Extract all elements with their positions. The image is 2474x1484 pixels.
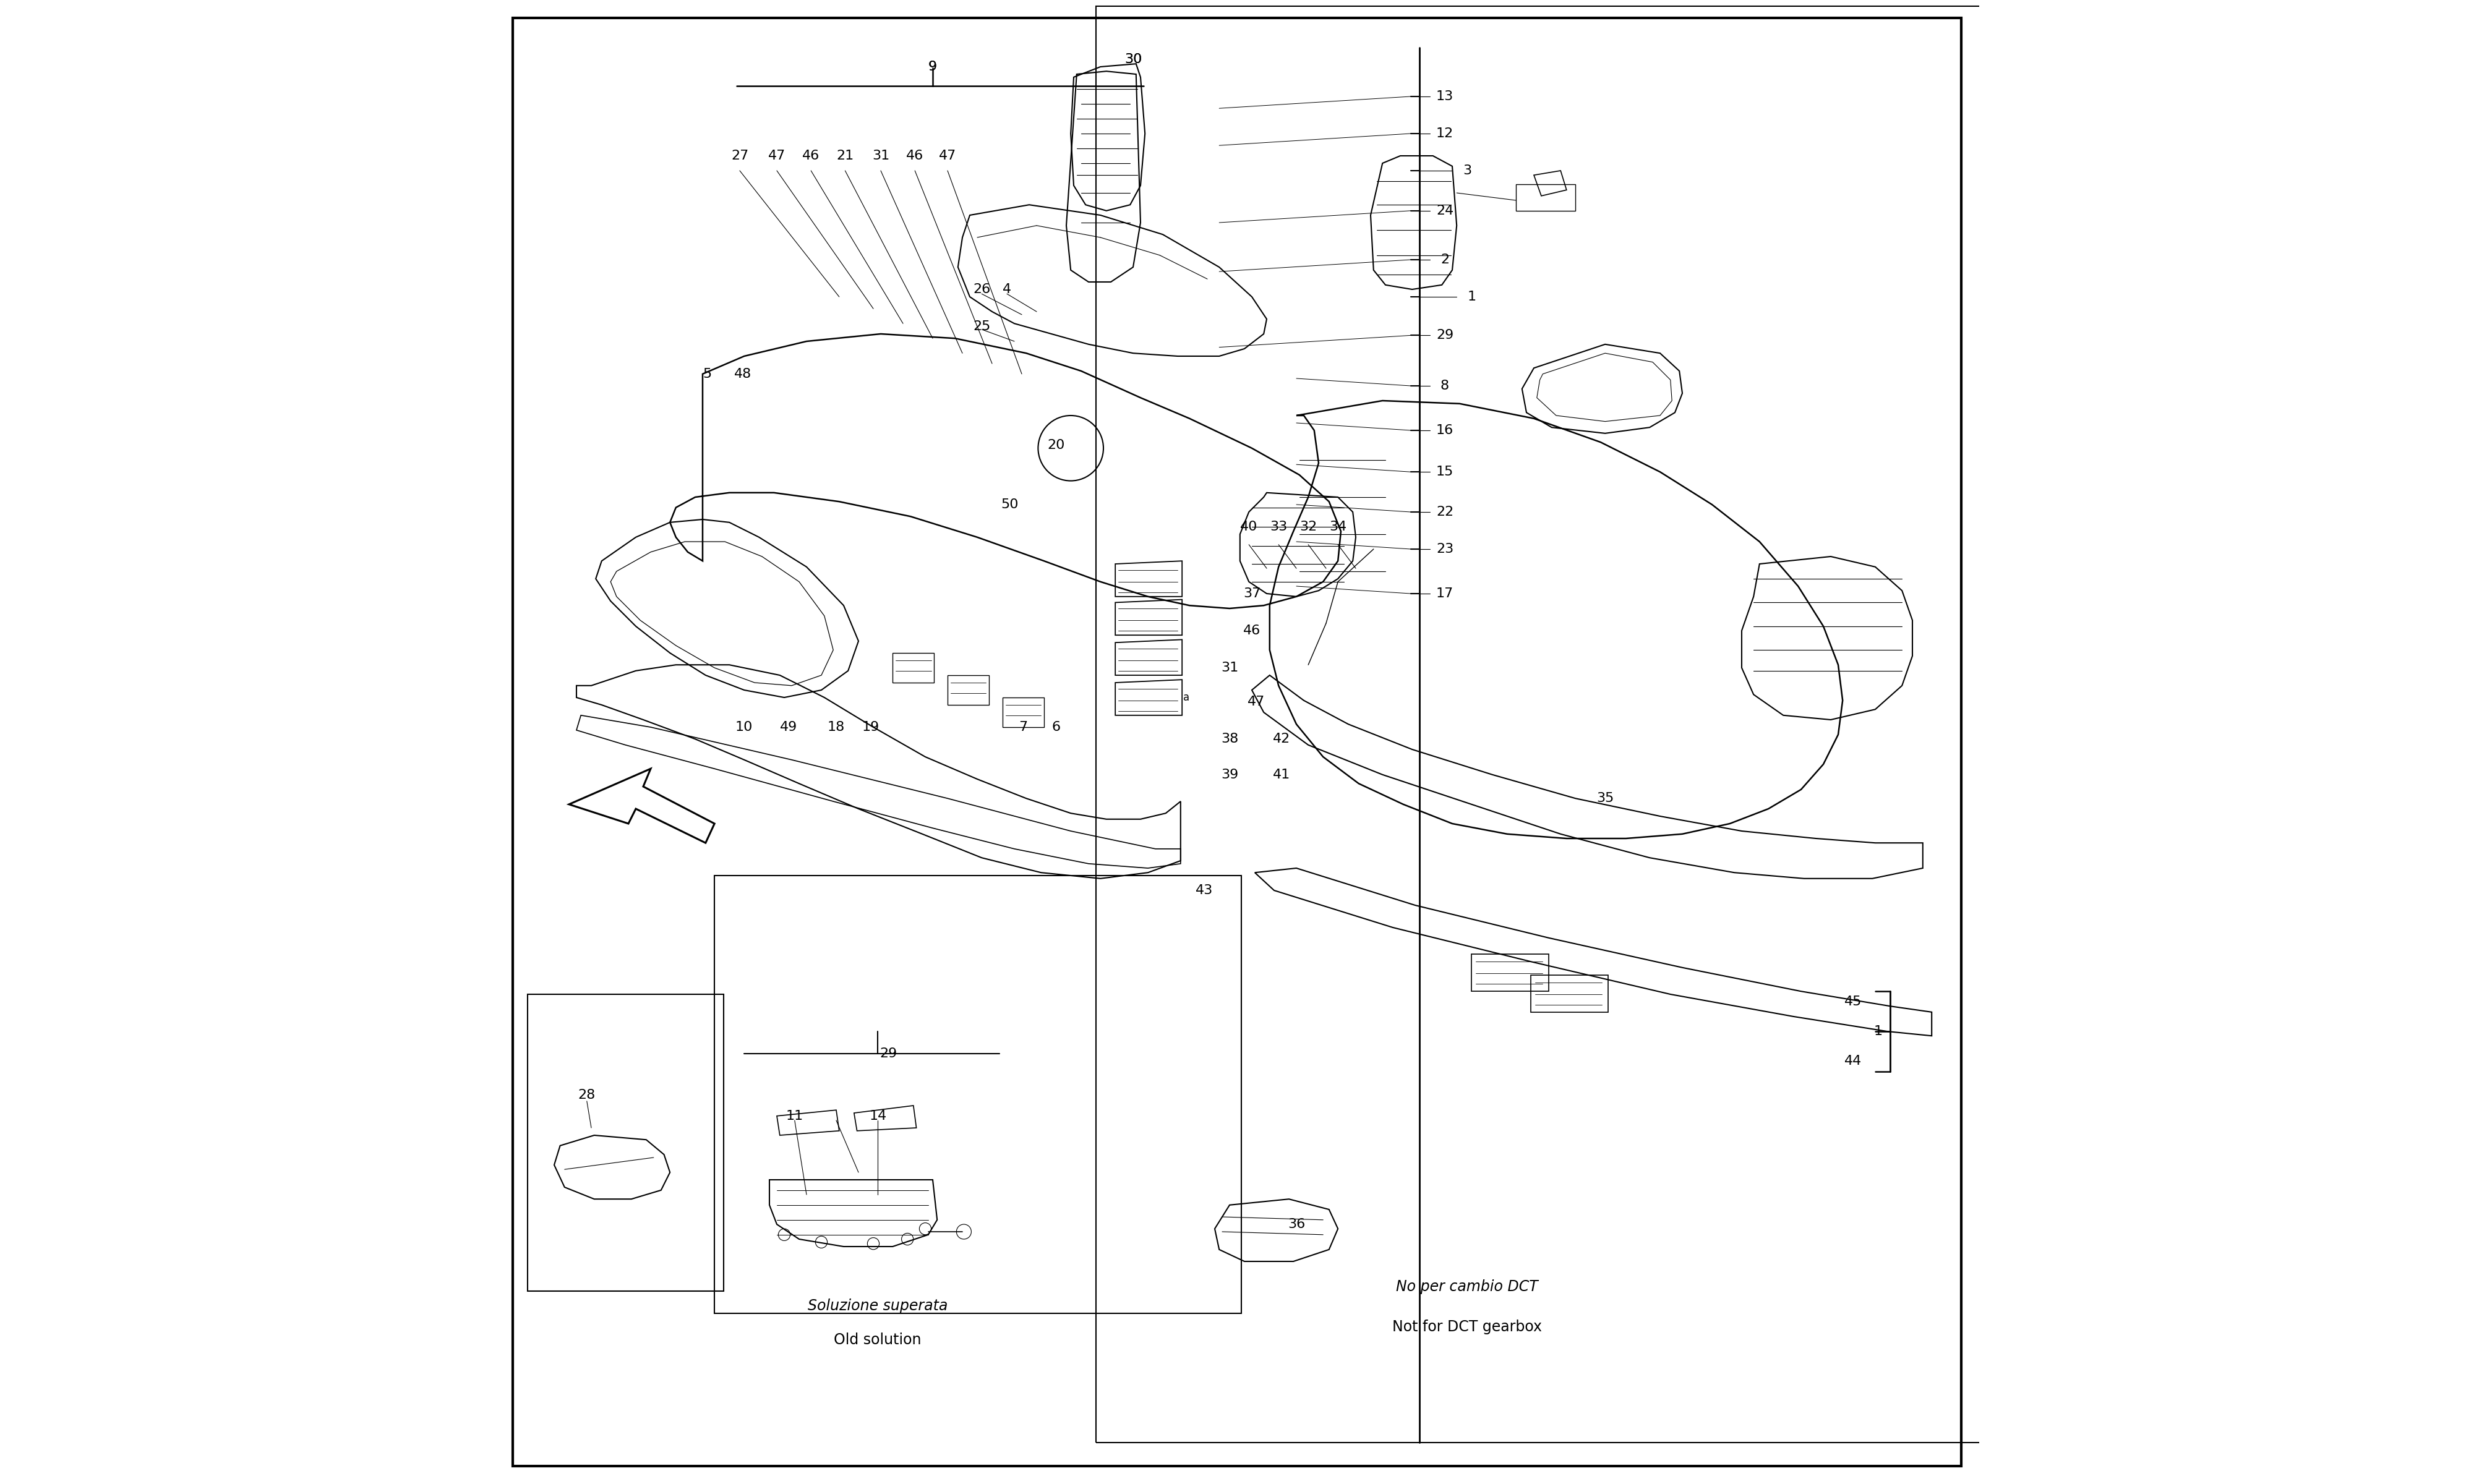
Text: Old solution: Old solution: [834, 1333, 920, 1347]
Text: Soluzione superata: Soluzione superata: [809, 1298, 948, 1313]
Text: 1: 1: [1873, 1025, 1883, 1037]
Text: 24: 24: [1435, 205, 1455, 217]
Text: 7: 7: [1019, 721, 1027, 733]
Text: 2: 2: [1440, 254, 1450, 266]
Text: 23: 23: [1435, 543, 1455, 555]
Text: 20: 20: [1047, 439, 1064, 451]
Text: 42: 42: [1272, 733, 1291, 745]
Text: 39: 39: [1220, 769, 1239, 781]
Text: 29: 29: [1435, 329, 1455, 341]
Text: 29: 29: [878, 1048, 898, 1060]
Text: 11: 11: [787, 1110, 804, 1122]
Text: 19: 19: [861, 721, 878, 733]
Bar: [1002, 697, 1044, 727]
Text: 21: 21: [836, 150, 854, 162]
Text: 1: 1: [1467, 291, 1477, 303]
Bar: [527, 994, 722, 1291]
Text: 33: 33: [1269, 521, 1286, 533]
Text: 17: 17: [1435, 588, 1455, 600]
Text: 26: 26: [972, 283, 990, 295]
Text: 30: 30: [1123, 53, 1143, 65]
Text: 36: 36: [1286, 1218, 1306, 1230]
Text: 44: 44: [1843, 1055, 1863, 1067]
Bar: [948, 675, 990, 705]
Text: 16: 16: [1435, 424, 1455, 436]
Text: 27: 27: [730, 150, 750, 162]
Bar: [1517, 184, 1576, 211]
Text: 3: 3: [1462, 165, 1472, 177]
Text: 32: 32: [1299, 521, 1316, 533]
Text: 12: 12: [1435, 128, 1455, 139]
Text: 45: 45: [1843, 996, 1863, 1008]
Text: 41: 41: [1272, 769, 1291, 781]
Text: 47: 47: [938, 150, 957, 162]
Text: 31: 31: [871, 150, 891, 162]
Text: 37: 37: [1242, 588, 1262, 600]
Text: 49: 49: [779, 721, 797, 733]
Text: 46: 46: [1242, 625, 1262, 637]
Text: 8: 8: [1440, 380, 1450, 392]
Text: 43: 43: [1195, 884, 1212, 896]
Text: 31: 31: [1220, 662, 1239, 674]
Text: 50: 50: [1002, 499, 1019, 510]
Text: 14: 14: [868, 1110, 886, 1122]
Text: 47: 47: [767, 150, 787, 162]
Text: 10: 10: [735, 721, 752, 733]
Text: 15: 15: [1435, 466, 1455, 478]
Text: 38: 38: [1220, 733, 1239, 745]
Text: Not for DCT gearbox: Not for DCT gearbox: [1393, 1319, 1541, 1334]
Text: 22: 22: [1435, 506, 1455, 518]
Text: 48: 48: [735, 368, 752, 380]
Text: 28: 28: [579, 1089, 596, 1101]
Text: 6: 6: [1051, 721, 1061, 733]
Text: a: a: [1183, 692, 1190, 703]
Text: 4: 4: [1002, 283, 1012, 295]
Text: 47: 47: [1247, 696, 1264, 708]
Text: 9: 9: [928, 61, 938, 73]
Text: 35: 35: [1596, 792, 1613, 804]
Text: 30: 30: [1123, 53, 1143, 65]
Bar: [893, 653, 935, 683]
Text: No per cambio DCT: No per cambio DCT: [1395, 1279, 1539, 1294]
Text: 46: 46: [905, 150, 923, 162]
Text: 25: 25: [972, 321, 990, 332]
Text: 18: 18: [826, 721, 846, 733]
Text: 40: 40: [1239, 521, 1257, 533]
Text: 9: 9: [928, 61, 938, 73]
Text: 34: 34: [1329, 521, 1346, 533]
Text: 13: 13: [1435, 91, 1455, 102]
Text: 5: 5: [703, 368, 713, 380]
Polygon shape: [569, 769, 715, 843]
Bar: [715, 876, 1242, 1313]
Text: 46: 46: [802, 150, 819, 162]
